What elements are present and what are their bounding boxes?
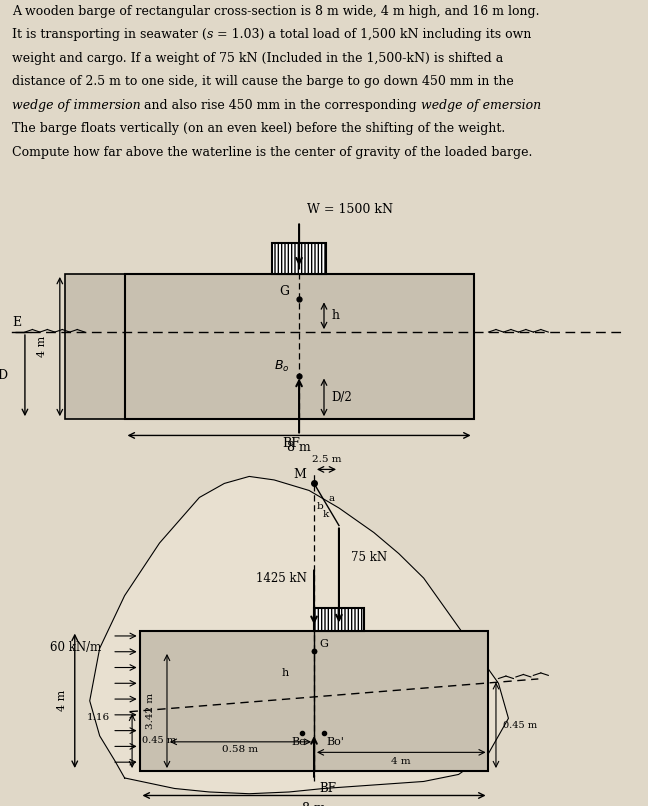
Text: a: a xyxy=(329,493,335,503)
Text: M: M xyxy=(294,467,307,480)
Text: 75 kN: 75 kN xyxy=(351,550,388,563)
Text: 0.45 m: 0.45 m xyxy=(503,721,538,729)
Text: 4 m: 4 m xyxy=(391,757,411,766)
Text: k: k xyxy=(323,510,329,520)
Text: 4 m: 4 m xyxy=(57,690,67,712)
Text: The barge floats vertically (on an even keel) before the shifting of the weight.: The barge floats vertically (on an even … xyxy=(12,123,505,135)
Text: h: h xyxy=(282,668,289,678)
Text: 0.45 m: 0.45 m xyxy=(142,737,176,746)
Text: 2.5 m: 2.5 m xyxy=(312,455,341,464)
Polygon shape xyxy=(89,476,509,794)
Text: 3.42 m: 3.42 m xyxy=(146,693,154,729)
Text: wedge of emersion: wedge of emersion xyxy=(421,99,541,112)
Text: 1.16: 1.16 xyxy=(87,713,110,721)
Text: 1425 kN: 1425 kN xyxy=(256,571,307,584)
Text: distance of 2.5 m to one side, it will cause the barge to go down 450 mm in the: distance of 2.5 m to one side, it will c… xyxy=(12,75,513,89)
Text: b: b xyxy=(317,502,323,511)
Text: 4 m: 4 m xyxy=(38,336,47,357)
Text: s: s xyxy=(207,28,213,41)
Text: D: D xyxy=(0,369,8,382)
Text: BF: BF xyxy=(283,437,301,451)
Bar xyxy=(124,274,474,419)
Bar xyxy=(272,243,327,274)
Text: Bo: Bo xyxy=(292,737,307,747)
Text: BF: BF xyxy=(319,782,336,796)
Bar xyxy=(65,274,124,419)
Text: weight and cargo. If a weight of 75 kN (Included in the 1,500-kN) is shifted a: weight and cargo. If a weight of 75 kN (… xyxy=(12,52,503,64)
Text: G: G xyxy=(319,639,328,650)
Text: Compute how far above the waterline is the center of gravity of the loaded barge: Compute how far above the waterline is t… xyxy=(12,146,532,159)
Bar xyxy=(139,630,489,771)
Text: 8 m: 8 m xyxy=(287,441,311,454)
Text: and also rise 450 mm in the corresponding: and also rise 450 mm in the correspondin… xyxy=(140,99,421,112)
Text: wedge of immersion: wedge of immersion xyxy=(12,99,140,112)
Text: 8 m: 8 m xyxy=(302,803,326,806)
Text: $B_o$: $B_o$ xyxy=(273,359,289,374)
Text: 0.58 m: 0.58 m xyxy=(222,746,259,754)
Text: h: h xyxy=(332,310,340,322)
Text: G: G xyxy=(279,285,289,297)
Text: 60 kN/m: 60 kN/m xyxy=(50,642,101,654)
Text: A wooden barge of rectangular cross-section is 8 m wide, 4 m high, and 16 m long: A wooden barge of rectangular cross-sect… xyxy=(12,5,539,18)
Text: E: E xyxy=(12,316,21,329)
Text: W = 1500 kN: W = 1500 kN xyxy=(307,203,393,216)
Bar xyxy=(314,608,364,630)
Text: D/2: D/2 xyxy=(332,391,353,404)
Text: It is transporting in seawater (: It is transporting in seawater ( xyxy=(12,28,207,41)
Text: Bo': Bo' xyxy=(327,737,344,747)
Text: = 1.03) a total load of 1,500 kN including its own: = 1.03) a total load of 1,500 kN includi… xyxy=(213,28,531,41)
